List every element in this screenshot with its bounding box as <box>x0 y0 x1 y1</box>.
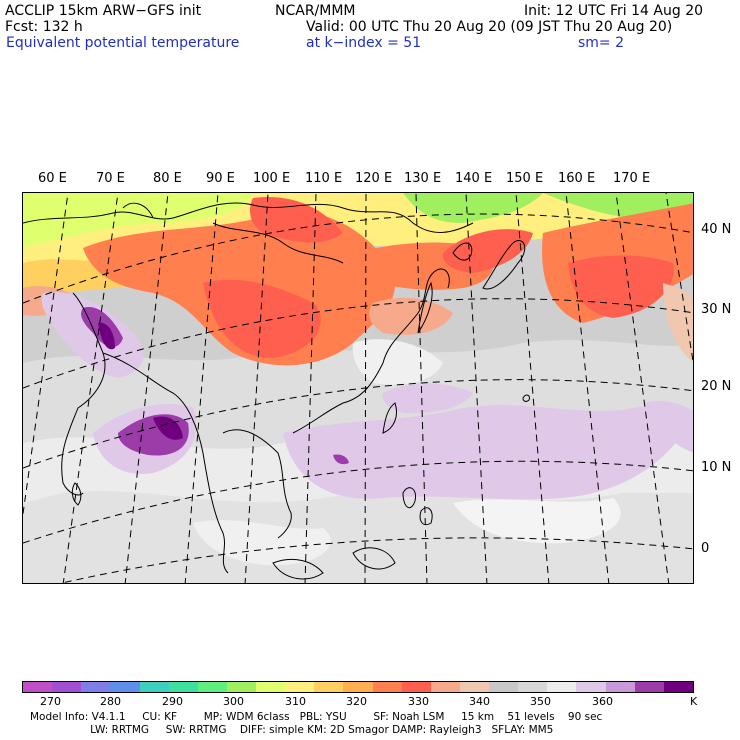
colorbar-tick: 280 <box>100 695 121 708</box>
colorbar-swatch <box>518 682 548 692</box>
model-info-line1: Model Info: V4.1.1 CU: KF MP: WDM 6class… <box>30 711 603 723</box>
lon-label: 70 E <box>96 171 125 186</box>
lon-label: 110 E <box>305 171 343 186</box>
colorbar-swatch <box>634 682 664 692</box>
colorbar-swatch <box>23 682 53 692</box>
colorbar-swatch <box>343 682 373 692</box>
lon-label: 60 E <box>38 171 67 186</box>
colorbar-swatch <box>139 682 169 692</box>
lon-label: 150 E <box>506 171 544 186</box>
map-panel <box>22 192 694 584</box>
model-title: ACCLIP 15km ARW−GFS init <box>5 3 202 19</box>
colorbar-swatch <box>256 682 286 692</box>
colorbar-tick: 290 <box>162 695 183 708</box>
lon-label: 80 E <box>153 171 182 186</box>
theta-e-field <box>23 193 693 583</box>
lat-label: 0 <box>701 541 710 556</box>
lat-label: 20 N <box>701 379 732 394</box>
colorbar-units: K <box>690 695 698 708</box>
colorbar-swatch <box>547 682 577 692</box>
colorbar-tick: 300 <box>223 695 244 708</box>
colorbar-tick: 270 <box>40 695 61 708</box>
lon-label: 100 E <box>253 171 291 186</box>
colorbar-swatch <box>52 682 82 692</box>
colorbar-tick: 340 <box>469 695 490 708</box>
lon-label: 130 E <box>404 171 442 186</box>
lat-label: 40 N <box>701 222 732 237</box>
colorbar-swatch <box>226 682 256 692</box>
colorbar-swatch <box>81 682 111 692</box>
colorbar-swatch <box>663 682 693 692</box>
colorbar <box>22 681 694 693</box>
org-label: NCAR/MMM <box>275 3 356 19</box>
colorbar-tick: 330 <box>408 695 429 708</box>
lon-label: 140 E <box>455 171 493 186</box>
valid-time: Valid: 00 UTC Thu 20 Aug 20 (09 JST Thu … <box>306 19 673 35</box>
colorbar-swatch <box>372 682 402 692</box>
lon-label: 160 E <box>558 171 596 186</box>
colorbar-swatch <box>430 682 460 692</box>
colorbar-swatch <box>576 682 606 692</box>
colorbar-tick: 360 <box>592 695 613 708</box>
lat-label: 10 N <box>701 460 732 475</box>
field-name: Equivalent potential temperature <box>6 35 240 51</box>
colorbar-tick: 320 <box>346 695 367 708</box>
forecast-hour: Fcst: 132 h <box>5 19 83 35</box>
init-time: Init: 12 UTC Fri 14 Aug 20 <box>524 3 704 19</box>
lat-label: 30 N <box>701 302 732 317</box>
colorbar-swatch <box>110 682 140 692</box>
model-info-line2: LW: RRTMG SW: RRTMG DIFF: simple KM: 2D … <box>30 724 554 736</box>
colorbar-swatch <box>605 682 635 692</box>
colorbar-swatch <box>401 682 431 692</box>
colorbar-tick: 310 <box>285 695 306 708</box>
lon-label: 90 E <box>206 171 235 186</box>
colorbar-tick: 350 <box>530 695 551 708</box>
colorbar-swatch <box>197 682 227 692</box>
smoothing-label: sm= 2 <box>578 35 625 51</box>
lon-label: 170 E <box>613 171 651 186</box>
level-label: at k−index = 51 <box>306 35 422 51</box>
colorbar-swatch <box>314 682 344 692</box>
colorbar-swatch <box>489 682 519 692</box>
colorbar-swatch <box>285 682 315 692</box>
lon-label: 120 E <box>355 171 393 186</box>
colorbar-swatch <box>168 682 198 692</box>
colorbar-swatch <box>459 682 489 692</box>
